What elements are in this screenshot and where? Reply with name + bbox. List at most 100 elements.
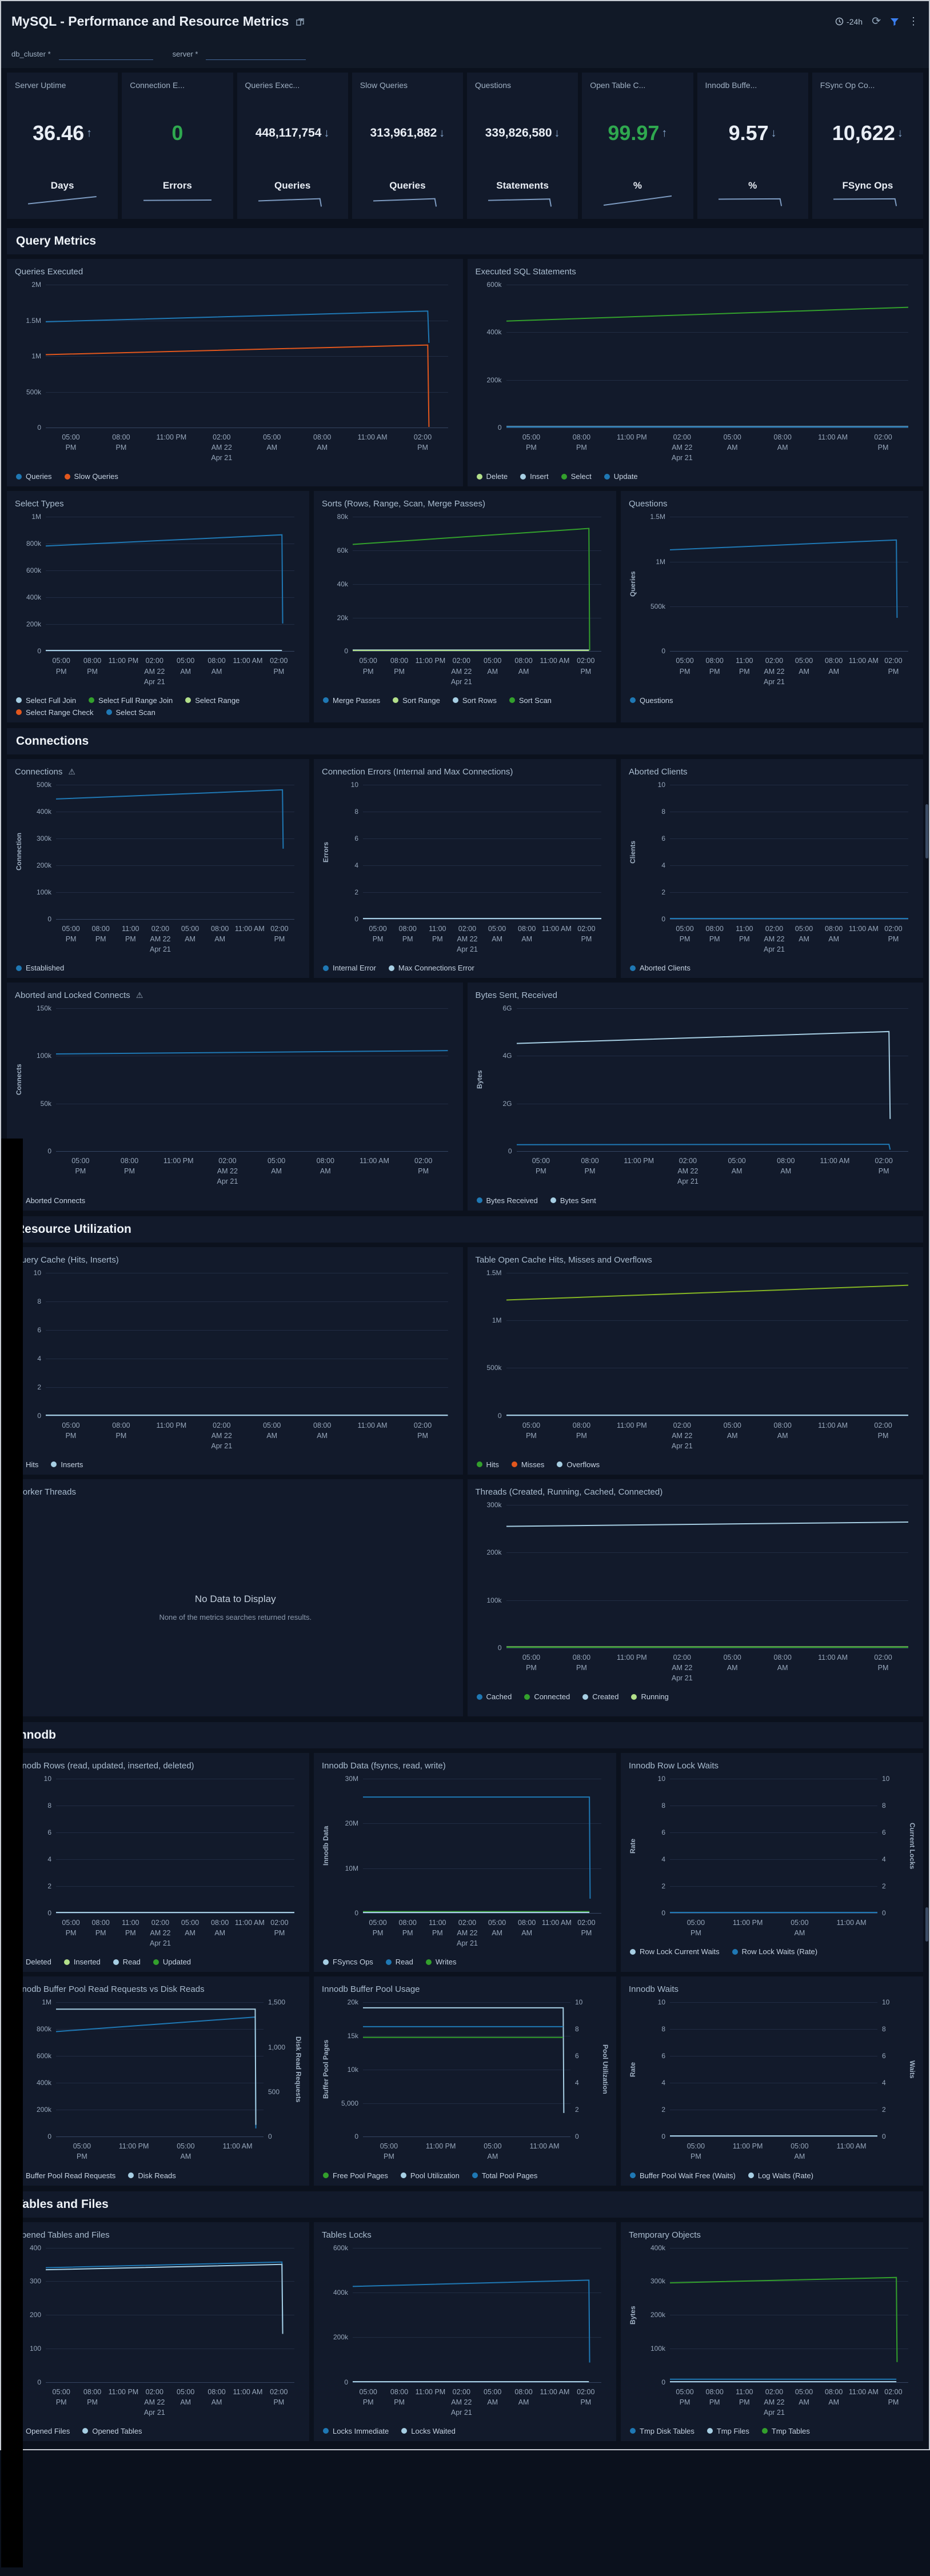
x-tick: 08:00 AM (211, 924, 229, 943)
x-axis-ticks: 05:00 PM 08:00 PM 11:00 PM 02:00 AM 22 Apr … (56, 1918, 294, 1948)
legend-item[interactable]: Opened Files (16, 2427, 70, 2435)
chart-title-text: Bytes Sent, Received (475, 991, 557, 1001)
legend-item[interactable]: Sort Range (393, 696, 440, 705)
y-tick: 400k (650, 2243, 665, 2252)
legend-item[interactable]: Sort Rows (452, 696, 497, 705)
legend-item[interactable]: Tmp Files (707, 2427, 749, 2435)
scrollbar-thumb[interactable] (925, 1907, 928, 1942)
legend-item[interactable]: Aborted Connects (16, 1196, 85, 1205)
x-tick: 11:00 PM (122, 924, 139, 943)
filter-icon[interactable] (890, 17, 899, 26)
more-options-icon[interactable]: ⋮ (908, 15, 919, 27)
legend-item[interactable]: Max Connections Error (388, 964, 474, 972)
legend-item[interactable]: Delete (476, 472, 508, 481)
legend-item[interactable]: Writes (425, 1958, 456, 1966)
legend-item[interactable]: Row Lock Current Waits (630, 1947, 720, 1956)
plot-wrap: Connects 150k 100k 50k 0 (15, 1004, 456, 1155)
legend-item[interactable]: Tmp Disk Tables (630, 2427, 694, 2435)
legend-item[interactable]: Log Waits (Rate) (748, 2171, 813, 2180)
down-arrow-icon: ↓ (324, 126, 330, 139)
legend-item[interactable]: Running (631, 1692, 669, 1701)
legend-item[interactable]: Established (16, 964, 64, 972)
no-data-subtitle: None of the metrics searches returned re… (159, 1613, 312, 1622)
y-tick: 8 (661, 2025, 665, 2034)
legend-label: Tmp Files (716, 2426, 749, 2435)
legend-item[interactable]: Inserts (51, 1460, 83, 1469)
legend-item[interactable]: Select Range Check (16, 708, 94, 717)
legend-item[interactable]: Insert (520, 472, 549, 481)
legend-item[interactable]: Select Full Range Join (89, 696, 173, 705)
x-tick: 11:00 PM (736, 657, 753, 676)
legend-item[interactable]: FSyncs Ops (323, 1958, 373, 1966)
chart-title-text: Innodb Buffer Pool Read Requests vs Disk… (15, 1984, 205, 1995)
legend-item[interactable]: Merge Passes (323, 696, 380, 705)
legend-item[interactable]: Read (113, 1958, 141, 1966)
y-tick: 1.5M (486, 1268, 502, 1277)
scrollbar-thumb[interactable] (925, 804, 928, 858)
legend-item[interactable]: Slow Queries (64, 472, 118, 481)
legend-item[interactable]: Cached (476, 1692, 512, 1701)
legend-item[interactable]: Read (385, 1958, 413, 1966)
chart-legend: Row Lock Current Waits Row Lock Waits (Ra… (629, 1947, 916, 1956)
legend-item[interactable]: Deleted (16, 1958, 51, 1966)
legend-item[interactable]: Total Pool Pages (472, 2171, 537, 2180)
x-tick: 05:00 AM (181, 1918, 199, 1937)
server-select[interactable] (206, 49, 306, 60)
legend-dot-icon (64, 473, 70, 480)
legend-item[interactable]: Hits (16, 1460, 38, 1469)
legend-item[interactable]: Overflows (557, 1460, 600, 1469)
legend-item[interactable]: Locks Waited (401, 2427, 456, 2435)
x-tick: 08:00 PM (398, 1918, 417, 1937)
db-cluster-select[interactable] (58, 49, 153, 60)
legend-item[interactable]: Pool Utilization (400, 2171, 460, 2180)
legend-item[interactable]: Connected (524, 1692, 570, 1701)
y-tick: 2 (37, 1383, 41, 1391)
chart-title-text: Questions (629, 499, 668, 509)
legend-item[interactable]: Disk Reads (128, 2171, 176, 2180)
legend-item[interactable]: Buffer Pool Read Requests (16, 2171, 115, 2180)
refresh-icon[interactable]: ⟳ (872, 15, 881, 27)
legend-item[interactable]: Buffer Pool Wait Free (Waits) (630, 2171, 736, 2180)
legend-item[interactable]: Internal Error (323, 964, 376, 972)
legend-label: Slow Queries (74, 472, 118, 481)
x-tick: 02:00 AM 22 Apr 21 (150, 924, 171, 953)
legend-item[interactable]: Select Full Join (16, 696, 76, 705)
legend-item[interactable]: Tmp Tables (761, 2427, 810, 2435)
legend-item[interactable]: Updated (153, 1958, 191, 1966)
legend-item[interactable]: Bytes Sent (550, 1196, 596, 1205)
legend-item[interactable]: Hits (476, 1460, 499, 1469)
legend-item[interactable]: Sort Scan (509, 696, 552, 705)
y-tick: 200 (29, 2311, 41, 2319)
legend-dot-icon (51, 1461, 57, 1468)
legend-item[interactable]: Locks Immediate (323, 2427, 389, 2435)
legend-item[interactable]: Select Scan (106, 708, 155, 717)
y-tick: 8 (661, 1801, 665, 1810)
share-icon[interactable] (296, 17, 305, 26)
chart-title-text: Select Types (15, 499, 64, 509)
legend-item[interactable]: Questions (630, 696, 673, 705)
legend-item[interactable]: Misses (511, 1460, 544, 1469)
legend-item[interactable]: Aborted Clients (630, 964, 690, 972)
legend-dot-icon (323, 2172, 329, 2178)
x-axis-ticks: 05:00 PM 08:00 PM 11:00 PM 02:00 AM 22 Apr … (670, 924, 908, 954)
legend-item[interactable]: Bytes Received (476, 1196, 538, 1205)
legend-item[interactable]: Free Pool Pages (323, 2171, 388, 2180)
chart-legend: Cached Connected Created Running (476, 1692, 917, 1701)
gridline (516, 1151, 908, 1152)
legend-item[interactable]: Queries (16, 472, 52, 481)
legend-item[interactable]: Select Range (185, 696, 240, 705)
gridline (353, 584, 601, 585)
legend-item[interactable]: Opened Tables (82, 2427, 142, 2435)
x-tick: 05:00 PM (52, 657, 70, 676)
x-tick: 11:00 PM (108, 2387, 139, 2396)
legend-item[interactable]: Select (561, 472, 592, 481)
chart-title: Tables Locks (322, 2230, 609, 2240)
legend-item[interactable]: Row Lock Waits (Rate) (732, 1947, 817, 1956)
x-tick: 08:00 PM (581, 1157, 599, 1176)
x-tick: 11:00 PM (617, 433, 647, 441)
time-range-picker[interactable]: -24h (835, 17, 863, 26)
legend-item[interactable]: Update (604, 472, 638, 481)
legend-item[interactable]: Inserted (63, 1958, 101, 1966)
legend-item[interactable]: Created (582, 1692, 618, 1701)
chart-legend: Buffer Pool Read Requests Disk Reads (15, 2171, 302, 2180)
